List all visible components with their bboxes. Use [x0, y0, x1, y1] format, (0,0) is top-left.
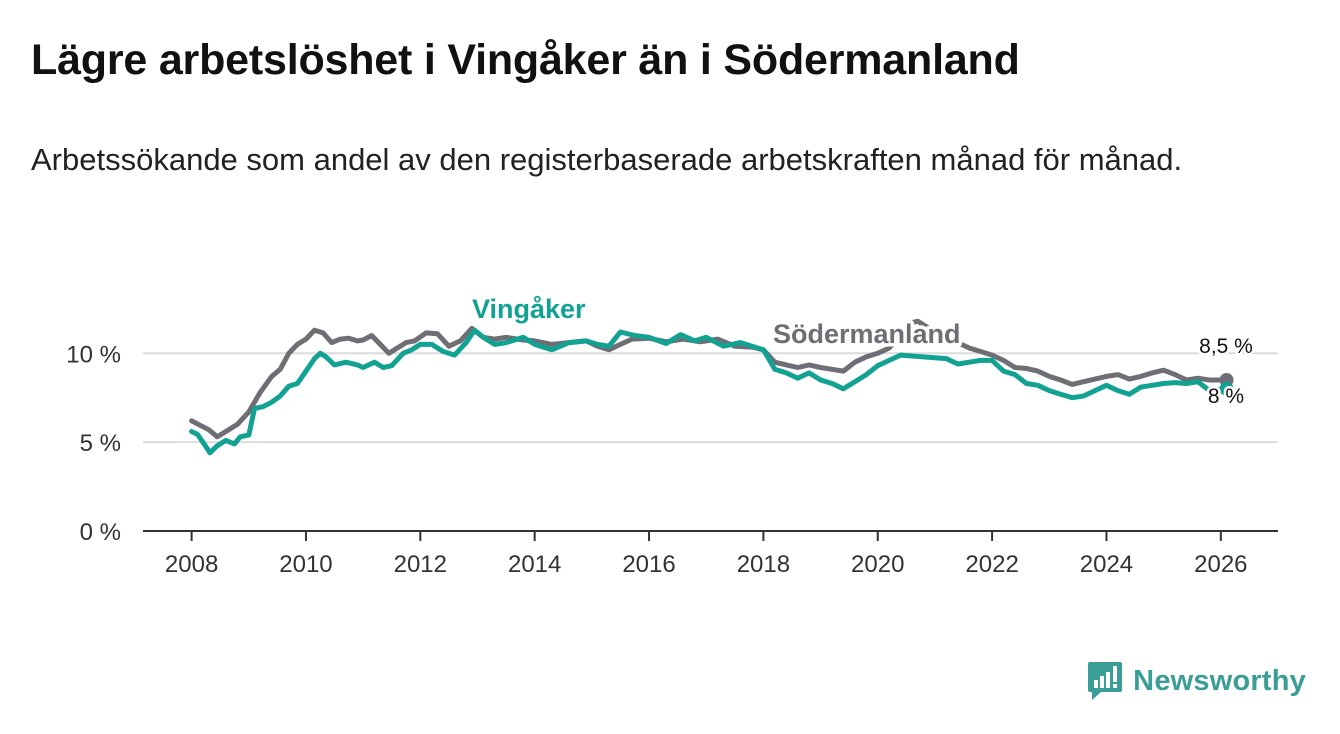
bar-chart-speech-bubble-icon: [1088, 662, 1123, 700]
x-tick-label: 2026: [1194, 551, 1247, 578]
x-tick-label: 2010: [279, 551, 332, 578]
end-value-label-s-dermanland: 8,5 %: [1199, 335, 1253, 358]
x-tick-label: 2008: [165, 551, 218, 578]
x-tick-label: 2016: [622, 551, 675, 578]
y-tick-label: 5 %: [80, 430, 121, 457]
series-line-ving-ker: [189, 327, 1229, 456]
brand-logo: Newsworthy: [1087, 660, 1306, 702]
y-tick-label: 0 %: [80, 519, 121, 546]
y-tick-label: 10 %: [66, 341, 121, 368]
end-value-label-ving-ker: 8 %: [1208, 385, 1244, 408]
series-label-s-dermanland: Södermanland: [773, 319, 961, 349]
x-tick-label: 2012: [394, 551, 447, 578]
x-tick-label: 2024: [1080, 551, 1133, 578]
x-tick-label: 2018: [737, 551, 790, 578]
gridlines: [143, 352, 1278, 444]
chart-subtitle: Arbetssökande som andel av den registerb…: [31, 142, 1183, 177]
x-tick-label: 2014: [508, 551, 561, 578]
series-lines: [189, 318, 1234, 456]
brand-name: Newsworthy: [1133, 664, 1306, 697]
x-tick-label: 2022: [965, 551, 1018, 578]
series-endpoint-ving-ker: [1219, 381, 1234, 396]
x-tick-label: 2020: [851, 551, 904, 578]
series-label-ving-ker: Vingåker: [472, 294, 586, 324]
series-labels: Södermanland Vingåker 8,5 % 8 %: [469, 291, 1256, 411]
axes: 0 % 5 % 10 % 2008 2010 2012 2014 2016 2018 2020 20…: [66, 341, 1278, 578]
chart-title: Lägre arbetslöshet i Vingåker än i Söder…: [31, 36, 1020, 84]
